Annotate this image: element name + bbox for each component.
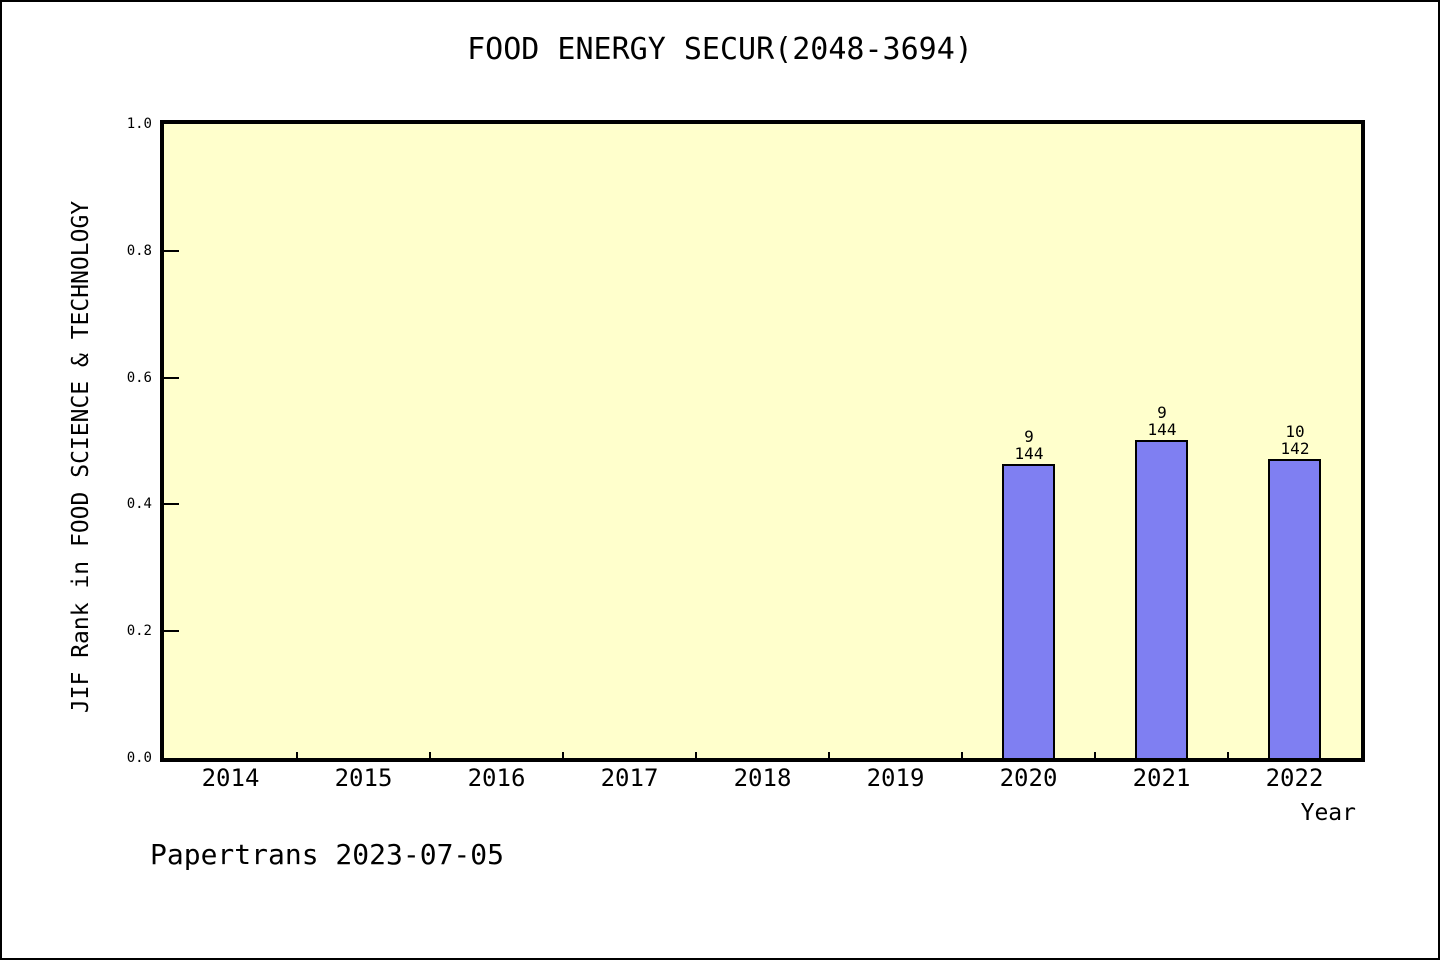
x-tick-mark xyxy=(1227,752,1229,758)
bar-label-2020: 9 144 xyxy=(969,428,1089,462)
y-tick-mark xyxy=(164,503,179,506)
y-tick-label: 0.4 xyxy=(126,496,152,513)
x-tick-label: 2022 xyxy=(1265,764,1324,792)
x-tick-label: 2014 xyxy=(201,764,260,792)
x-tick-label: 2017 xyxy=(600,764,659,792)
bar-rank-value: 9 xyxy=(1157,403,1167,422)
y-tick-label: 0.2 xyxy=(126,623,152,640)
y-tick-mark xyxy=(164,630,179,633)
x-tick-label: 2018 xyxy=(733,764,792,792)
y-tick-label: 0.0 xyxy=(126,750,152,766)
x-tick-mark xyxy=(695,752,697,758)
x-tick-label: 2015 xyxy=(334,764,393,792)
footer-text: Papertrans 2023-07-05 xyxy=(150,838,505,871)
bar-rank-value: 10 xyxy=(1285,422,1305,441)
y-tick-label: 1.0 xyxy=(126,116,152,132)
x-tick-label: 2021 xyxy=(1132,764,1191,792)
y-tick-label: 0.8 xyxy=(126,242,152,259)
x-tick-label: 2016 xyxy=(467,764,526,792)
chart-title: FOOD ENERGY SECUR(2048-3694) xyxy=(467,32,973,67)
x-tick-mark xyxy=(828,752,830,758)
x-tick-mark xyxy=(562,752,564,758)
y-tick-label: 0.6 xyxy=(126,369,152,386)
bar-label-2022: 10 142 xyxy=(1235,423,1355,457)
x-tick-label: 2019 xyxy=(866,764,925,792)
x-tick-mark xyxy=(429,752,431,758)
plot-area: 9 144 9 144 10 142 xyxy=(160,120,1365,762)
x-tick-mark xyxy=(1094,752,1096,758)
bar-rank-value: 9 xyxy=(1024,427,1034,446)
bar-2022 xyxy=(1268,459,1321,758)
x-tick-label: 2020 xyxy=(999,764,1058,792)
y-tick-mark xyxy=(164,376,179,379)
bar-2020 xyxy=(1002,464,1055,758)
bar-2021 xyxy=(1135,440,1188,758)
bar-total-value: 142 xyxy=(1280,439,1310,458)
x-axis-title: Year xyxy=(1300,800,1356,826)
bar-total-value: 144 xyxy=(1147,420,1177,439)
y-tick-mark xyxy=(164,249,179,252)
x-tick-mark xyxy=(961,752,963,758)
bar-label-2021: 9 144 xyxy=(1102,404,1222,438)
bar-total-value: 144 xyxy=(1014,444,1044,463)
x-tick-mark xyxy=(296,752,298,758)
y-axis-title: JIF Rank in FOOD SCIENCE & TECHNOLOGY xyxy=(68,200,94,714)
